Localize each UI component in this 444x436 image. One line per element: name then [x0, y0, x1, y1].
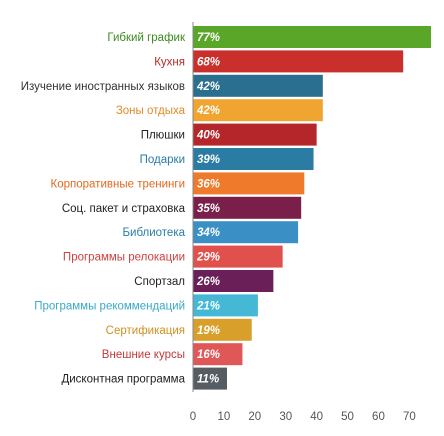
category-label: Программы рекоммендаций: [34, 300, 185, 312]
category-label: Внешние курсы: [102, 349, 185, 361]
category-label: Гибкий график: [107, 32, 186, 44]
category-labels: Гибкий график Кухня Изучение иностранных я…: [21, 32, 186, 386]
bar: [193, 99, 323, 122]
bar: [193, 50, 404, 73]
x-tick-label: 60: [372, 411, 385, 423]
bar-value-label: 40%: [196, 130, 220, 142]
bar-value-label: 42%: [196, 105, 220, 117]
bar: [193, 123, 317, 146]
bar-value-label: 36%: [197, 178, 220, 190]
bar-value-label: 26%: [196, 276, 220, 288]
category-label: Корпоративные тренинги: [51, 178, 185, 190]
bar-value-label: 11%: [197, 374, 219, 386]
bar-value-label: 16%: [197, 349, 220, 361]
bars: [193, 26, 431, 390]
bar-value-label: 29%: [196, 252, 220, 264]
bar: [193, 74, 323, 97]
category-label: Подарки: [140, 154, 185, 166]
category-label: Программы релокации: [63, 252, 185, 264]
x-tick-label: 50: [341, 411, 354, 423]
bar-value-label: 39%: [197, 154, 220, 166]
value-labels: 77% 68% 42% 42% 40% 39% 36% 35% 34% 29% 26% 21% 19% 1…: [196, 32, 220, 386]
bar-value-label: 19%: [197, 325, 220, 337]
bar: [193, 245, 283, 268]
bar: [193, 196, 302, 219]
bar: [193, 318, 252, 341]
x-tick-label: 20: [248, 411, 261, 423]
bar-value-label: 21%: [196, 300, 220, 312]
bar: [193, 294, 258, 317]
bar: [193, 270, 274, 292]
category-label: Библиотека: [122, 227, 185, 239]
x-tick-label: 70: [403, 411, 416, 423]
bar: [193, 221, 299, 244]
bar-value-label: 35%: [197, 203, 220, 215]
x-tick-label: 30: [279, 411, 292, 423]
x-axis-ticks: 0 10 20 30 40 50 60 70: [190, 411, 416, 423]
bar-value-label: 77%: [197, 32, 220, 44]
bar: [193, 367, 227, 390]
bar-value-label: 68%: [197, 56, 220, 68]
bar: [193, 172, 305, 195]
category-label: Дисконтная программа: [61, 374, 185, 386]
category-label: Плюшки: [141, 130, 185, 142]
category-label: Спортзал: [134, 276, 185, 288]
category-label: Изучение иностранных языков: [21, 81, 185, 93]
category-label: Сертификация: [106, 325, 185, 337]
bar: [193, 148, 314, 170]
bar: [193, 26, 431, 48]
category-label: Зоны отдыха: [116, 105, 186, 117]
x-tick-label: 0: [190, 411, 196, 423]
x-tick-label: 10: [218, 411, 231, 423]
bar-value-label: 34%: [197, 227, 220, 239]
category-label: Соц. пакет и страховка: [62, 203, 186, 215]
x-tick-label: 40: [310, 411, 323, 423]
bar-value-label: 42%: [196, 81, 220, 93]
bar: [193, 343, 243, 366]
category-label: Кухня: [154, 56, 185, 68]
